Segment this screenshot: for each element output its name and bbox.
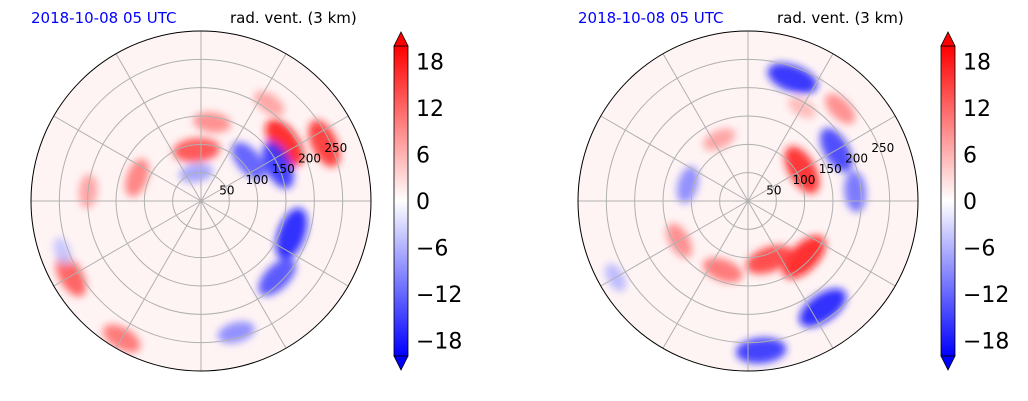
field-feature (844, 170, 867, 213)
field-feature (254, 91, 285, 116)
field-feature (125, 158, 150, 197)
azimuth-line (200, 200, 349, 287)
radial-tick-label: 100 (246, 173, 269, 187)
field-feature (258, 258, 296, 296)
field-feature (217, 321, 255, 344)
colorbar-tick-label: −6 (416, 237, 448, 262)
field-feature (308, 119, 341, 168)
colorbar-tick-label: 18 (963, 51, 991, 76)
field-feature (746, 245, 793, 274)
colorbar: 18 12 6 0 −6 −12 −18 (393, 31, 462, 371)
azimuth-line (600, 200, 749, 287)
colorbar-extend-max (940, 31, 956, 47)
colorbar-extend-min (940, 355, 956, 371)
azimuth-line (600, 115, 749, 202)
azimuth-line (115, 53, 202, 202)
polar-frame (577, 30, 919, 372)
colorbar: 18 12 6 0 −6 −12 −18 (940, 31, 1009, 371)
colorbar-tick-label: 18 (416, 51, 444, 76)
colorbar-tick-label: −12 (416, 283, 462, 308)
azimuth-line (115, 200, 202, 349)
azimuth-line (53, 200, 202, 287)
panel-title-date: 2018-10-08 05 UTC (31, 9, 177, 27)
azimuth-line (200, 200, 287, 349)
radial-tick-label: 100 (793, 173, 816, 187)
colorbar-extend-max (393, 31, 409, 47)
radial-tick-label: 200 (298, 152, 321, 166)
field-feature (703, 128, 736, 151)
field-features (53, 91, 341, 353)
colorbar-ticks: 18 12 6 0 −6 −12 −18 (416, 51, 462, 355)
azimuth-line (747, 53, 834, 202)
radial-tick-label: 150 (819, 162, 842, 176)
radial-tick-label: 200 (845, 152, 868, 166)
colorbar-ticks: 18 12 6 0 −6 −12 −18 (963, 51, 1009, 355)
field-feature (193, 112, 231, 133)
field-feature (799, 288, 847, 327)
colorbar-tick-label: 0 (416, 190, 430, 215)
radial-tick-labels: 50 100 150 200 250 (766, 141, 894, 197)
field-feature (702, 257, 743, 283)
colorbar-extend-min (393, 355, 409, 371)
radial-tick-label: 50 (766, 183, 781, 197)
colorbar-tick-label: 12 (416, 97, 444, 122)
radial-tick-label: 250 (324, 141, 347, 155)
colorbar-tick-label: 6 (963, 144, 977, 169)
colorbar-tick-label: 0 (963, 190, 977, 215)
colorbar-body (393, 45, 409, 357)
radial-tick-labels: 50 100 150 200 250 (219, 141, 347, 197)
panel-title-variable: rad. vent. (3 km) (777, 9, 904, 27)
field-feature (782, 235, 826, 279)
azimuth-line (662, 53, 749, 202)
colorbar-tick-label: −12 (963, 283, 1009, 308)
azimuth-line (662, 200, 749, 349)
colorbar-tick-label: −6 (963, 237, 995, 262)
azimuth-line (747, 200, 896, 287)
field-feature (231, 142, 266, 180)
field-feature (173, 138, 220, 163)
colorbar-tick-label: 6 (416, 144, 430, 169)
polar-grid (578, 31, 918, 371)
colorbar-tick-label: −18 (963, 330, 1009, 355)
field-feature (824, 93, 856, 125)
azimuth-line (200, 115, 349, 202)
azimuth-line (200, 53, 287, 202)
field-feature (265, 118, 304, 167)
field-feature (676, 166, 699, 204)
radial-tick-label: 50 (219, 183, 234, 197)
polar-grid (31, 31, 371, 371)
polar-panel-left: 2018-10-08 05 UTC rad. vent. (3 km) 50 1… (30, 9, 462, 372)
radial-tick-label: 150 (272, 162, 295, 176)
azimuth-line (747, 115, 896, 202)
polar-panel-right: 2018-10-08 05 UTC rad. vent. (3 km) 50 1… (577, 9, 1009, 372)
colorbar-tick-label: −18 (416, 330, 462, 355)
azimuth-line (747, 200, 834, 349)
radial-tick-label: 250 (871, 141, 894, 155)
polar-frame (30, 30, 372, 372)
field-feature (53, 237, 72, 266)
colorbar-body (940, 45, 956, 357)
panel-title-variable: rad. vent. (3 km) (230, 9, 357, 27)
colorbar-tick-label: 12 (963, 97, 991, 122)
azimuth-line (53, 115, 202, 202)
panel-title-date: 2018-10-08 05 UTC (578, 9, 724, 27)
